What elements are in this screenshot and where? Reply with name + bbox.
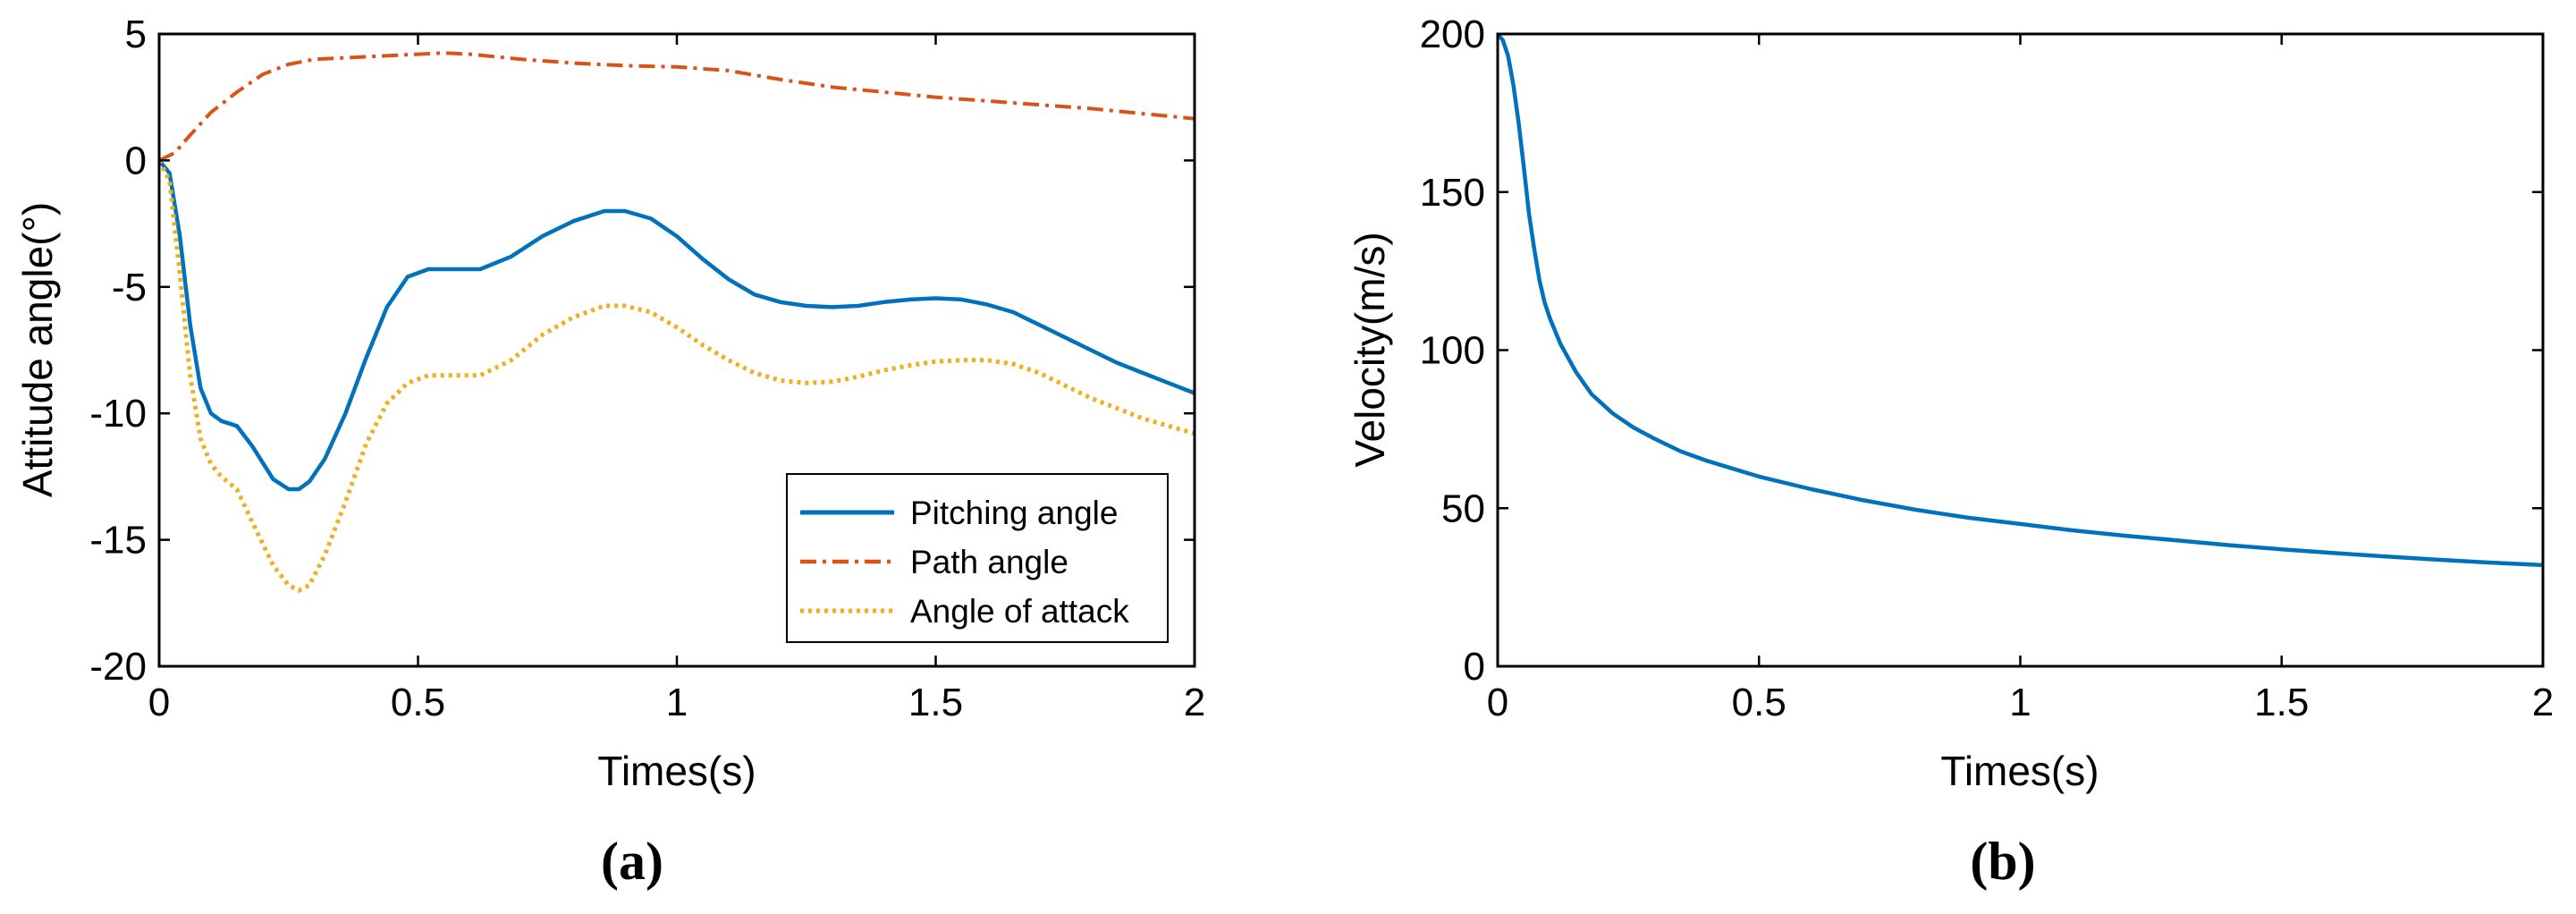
panel-b-xtick-label: 2: [2532, 681, 2554, 724]
panel-a-caption: (a): [601, 832, 663, 891]
panel-a-ytick-label: -10: [89, 392, 147, 436]
panel-a-xtick-label: 1: [666, 681, 688, 724]
panel-b-ytick-label: 0: [1464, 645, 1485, 689]
panel-a-xtick-label: 1.5: [908, 681, 963, 724]
panel-a-line-pitching-angle: [157, 158, 1195, 492]
panel-b-xtick-label: 0.5: [1732, 681, 1786, 724]
panel-a-line-path-angle: [158, 51, 1195, 163]
panel-a-ytick-label: -20: [89, 645, 147, 689]
panel-b-axes-box: [1496, 32, 2545, 668]
panel-b-xtick-label: 1: [2009, 681, 2031, 724]
panel-b-xtick-label: 1.5: [2254, 681, 2309, 724]
panel-a-ytick-label: -5: [112, 266, 147, 309]
panel-b-ytick-label: 200: [1420, 13, 1485, 56]
legend-label-attack: Angle of attack: [910, 593, 1129, 630]
panel-a-series: [156, 51, 1195, 593]
legend-label-path: Path angle: [910, 544, 1068, 580]
panel-b-series: [1496, 32, 2544, 568]
panel-b-ytick-label: 150: [1420, 171, 1485, 215]
panel-a-ytick-label: -15: [89, 519, 147, 563]
panel-a-ytick-label: 5: [125, 13, 147, 56]
panel-a-xtick-label: 0.5: [391, 681, 445, 724]
panel-b-line-velocity: [1496, 32, 2544, 568]
legend-box: [786, 473, 1169, 643]
panel-a-ytick-label: 0: [125, 139, 147, 182]
panel-b-xlabel: Times(s): [1940, 748, 2099, 794]
panel-b-xtick-label: 0: [1487, 681, 1508, 724]
panel-b-ytick-label: 50: [1441, 487, 1485, 530]
panel-a-xlabel: Times(s): [597, 748, 756, 794]
panel-b: 0 0.5 1 1.5 2 0 50 100 150 200 Times(s) Velocity(…: [1347, 13, 2554, 891]
panel-a-ylabel: Attitude angle(°): [14, 202, 61, 497]
panel-a-xtick-label: 0: [148, 681, 170, 724]
legend: Pitching angle Path angle Angle of attac…: [786, 473, 1169, 643]
panel-a-axes-box: [157, 32, 1196, 668]
panel-b-ylabel: Velocity(m/s): [1347, 232, 1393, 467]
panel-b-caption: (b): [1970, 832, 2035, 891]
legend-label-pitching: Pitching angle: [910, 495, 1118, 531]
panel-a-xtick-label: 2: [1184, 681, 1205, 724]
panel-a: 0 0.5 1 1.5 2 -20 -15 -10 -5 0 5 Times(s) Attitude…: [14, 13, 1205, 891]
panel-b-ticks: 0 0.5 1 1.5 2 0 50 100 150 200: [1420, 13, 2555, 724]
panel-b-ytick-label: 100: [1420, 329, 1485, 373]
